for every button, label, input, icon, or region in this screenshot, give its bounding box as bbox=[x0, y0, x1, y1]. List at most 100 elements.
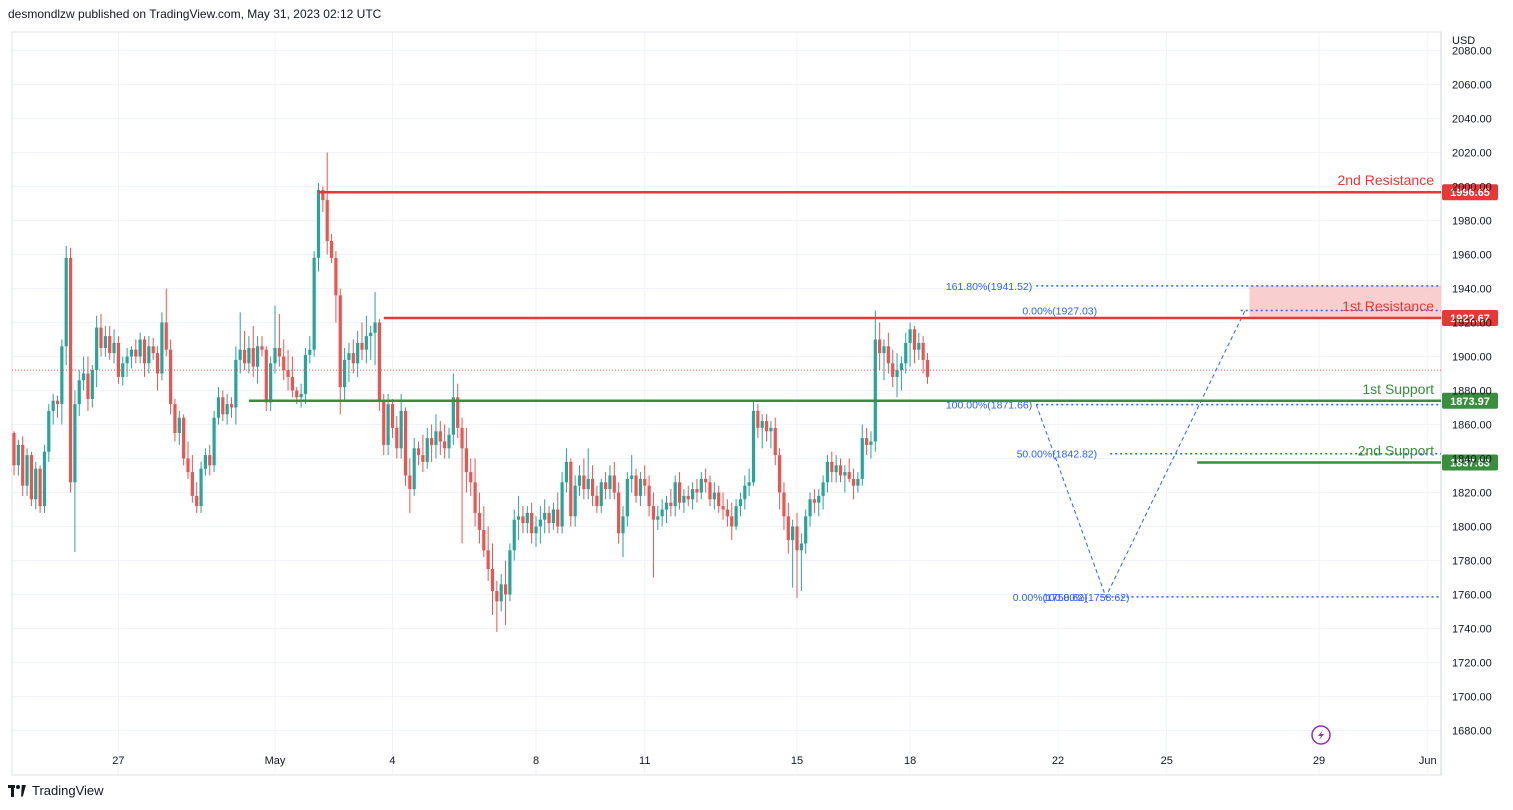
candle-body bbox=[364, 336, 368, 350]
candle-body bbox=[269, 363, 273, 403]
candle-body bbox=[608, 475, 612, 490]
candle-body bbox=[734, 506, 738, 527]
candle-body bbox=[343, 359, 347, 388]
price-tick-label: 1960.00 bbox=[1452, 250, 1492, 262]
candle bbox=[16, 439, 20, 476]
candle bbox=[521, 506, 525, 534]
candle bbox=[704, 468, 708, 493]
candle bbox=[403, 407, 408, 486]
level-price-badge bbox=[1442, 309, 1498, 326]
candle bbox=[47, 404, 51, 462]
candle-body bbox=[177, 417, 181, 433]
candle bbox=[38, 465, 42, 513]
candle-body bbox=[577, 475, 582, 486]
candle bbox=[560, 472, 564, 534]
fib-level-label: 161.80%(1941.52) bbox=[946, 281, 1032, 293]
candle-body bbox=[695, 489, 699, 493]
candle-body bbox=[769, 427, 773, 432]
candle-body bbox=[621, 516, 625, 534]
candle-body bbox=[129, 349, 134, 357]
candle-body bbox=[534, 526, 538, 534]
candle-body bbox=[147, 346, 151, 364]
footer-brand: TradingView bbox=[8, 783, 104, 798]
candle bbox=[42, 444, 47, 513]
candle bbox=[151, 337, 155, 360]
fib-level-label: 0.00%(1927.03) bbox=[1022, 306, 1097, 318]
candle-body bbox=[395, 427, 399, 449]
time-tick-label: Jun bbox=[1419, 755, 1437, 767]
candle-body bbox=[751, 410, 756, 483]
time-tick-label: 27 bbox=[112, 755, 124, 767]
candlestick-chart[interactable]: 161.80%(1941.52) 0.00%(1927.03) 100.00%(18… bbox=[0, 0, 1513, 780]
fib-level-label: 0.00%(1758.62) bbox=[1013, 592, 1088, 604]
resistance-zone bbox=[1249, 285, 1441, 318]
candle bbox=[430, 424, 434, 462]
candle-body bbox=[860, 438, 864, 479]
candle-body bbox=[865, 438, 869, 445]
candle-body bbox=[169, 349, 173, 405]
candle-body bbox=[582, 475, 586, 490]
candle bbox=[682, 489, 686, 513]
candle bbox=[625, 472, 629, 527]
candle-body bbox=[247, 348, 251, 364]
candle bbox=[577, 465, 582, 496]
candle-body bbox=[90, 370, 94, 399]
time-axis: 27 May 4 8 11 15 18 22 25 29 Jun bbox=[112, 755, 1436, 767]
candle-body bbox=[360, 342, 364, 350]
candle-body bbox=[851, 478, 856, 486]
candle bbox=[382, 393, 386, 456]
candle bbox=[138, 332, 142, 364]
candle bbox=[921, 336, 925, 374]
fib-trend-line bbox=[1035, 310, 1246, 599]
candle-body bbox=[743, 485, 747, 500]
candle bbox=[21, 436, 25, 496]
candle-body bbox=[490, 569, 495, 592]
candle-body bbox=[434, 431, 438, 445]
candle bbox=[399, 393, 403, 459]
candle-body bbox=[912, 329, 917, 350]
time-tick-label: 15 bbox=[791, 755, 803, 767]
candle bbox=[508, 543, 512, 602]
candle-body bbox=[908, 329, 912, 343]
candle-body bbox=[68, 257, 73, 483]
candle bbox=[34, 461, 38, 510]
candle bbox=[651, 492, 656, 578]
candle bbox=[860, 424, 864, 486]
candle-body bbox=[456, 397, 460, 428]
candle bbox=[817, 489, 821, 517]
candle-body bbox=[873, 339, 877, 442]
candle-body bbox=[290, 376, 294, 391]
candle bbox=[538, 506, 542, 544]
candle-body bbox=[599, 482, 603, 507]
candle-body bbox=[878, 339, 882, 354]
candle-body bbox=[782, 492, 786, 517]
time-tick-label: 25 bbox=[1161, 755, 1173, 767]
candle-body bbox=[425, 438, 429, 462]
level-name: 1st Support bbox=[1362, 381, 1434, 397]
candle bbox=[121, 356, 125, 386]
candle bbox=[630, 455, 634, 493]
candle bbox=[891, 349, 895, 388]
candle-body bbox=[721, 506, 725, 510]
candle bbox=[377, 319, 381, 411]
candle-body bbox=[643, 478, 647, 486]
price-tick-label: 2060.00 bbox=[1452, 80, 1492, 92]
candle-body bbox=[390, 404, 395, 428]
candle-body bbox=[747, 482, 751, 486]
candle-body bbox=[725, 509, 729, 517]
candle-body bbox=[334, 257, 338, 296]
candle bbox=[695, 478, 699, 503]
candle-body bbox=[447, 434, 451, 449]
currency-label: USD bbox=[1452, 35, 1475, 47]
candle bbox=[673, 475, 677, 517]
candle bbox=[804, 509, 808, 554]
candle-body bbox=[612, 475, 616, 493]
lightning-icon[interactable] bbox=[1311, 725, 1331, 745]
candle bbox=[873, 310, 877, 452]
candle-body bbox=[525, 512, 529, 524]
candle-body bbox=[530, 512, 534, 534]
candle-body bbox=[838, 465, 843, 476]
candle-body bbox=[738, 499, 743, 507]
candle bbox=[408, 458, 412, 513]
candle-body bbox=[47, 410, 51, 452]
